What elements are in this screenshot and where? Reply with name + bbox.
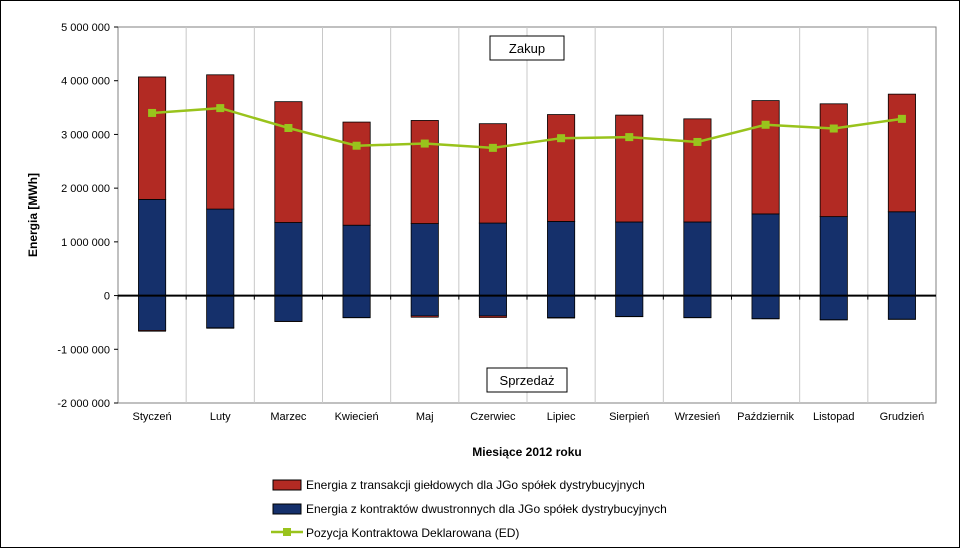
y-tick-label: 3 000 000 xyxy=(61,129,110,141)
bar-bilateral-positive xyxy=(888,212,915,296)
bar-exchange-negative xyxy=(547,318,574,319)
y-tick-labels: 5 000 000 4 000 000 3 000 000 2 000 000 1 00… xyxy=(57,22,110,410)
bar-exchange-positive xyxy=(752,101,779,214)
ed-point xyxy=(489,144,497,152)
legend-marker-ed xyxy=(283,528,291,536)
ed-point xyxy=(148,109,156,117)
annotation-zakup: Zakup xyxy=(490,36,564,60)
bar-exchange-negative xyxy=(207,328,234,329)
ed-point xyxy=(421,140,429,148)
ed-point xyxy=(693,138,701,146)
x-tick-label: Kwiecień xyxy=(335,411,379,423)
x-tick-label: Luty xyxy=(210,411,231,423)
legend: Energia z transakcji giełdowych dla JGo … xyxy=(271,478,667,540)
bar-bilateral-negative xyxy=(888,296,915,320)
bar-bilateral-negative xyxy=(275,296,302,322)
bar-bilateral-negative xyxy=(820,296,847,320)
bar-exchange-positive xyxy=(138,77,165,199)
ed-point xyxy=(830,125,838,133)
bar-exchange-negative xyxy=(479,316,506,318)
x-tick-label: Listopad xyxy=(813,411,855,423)
x-tick-label: Grudzień xyxy=(880,411,925,423)
bar-bilateral-negative xyxy=(684,296,711,318)
x-tick-label: Sierpień xyxy=(609,411,649,423)
bar-bilateral-positive xyxy=(684,222,711,296)
bar-exchange-positive xyxy=(343,122,370,225)
bar-bilateral-negative xyxy=(411,296,438,316)
bar-exchange-positive xyxy=(275,102,302,223)
bar-exchange-positive xyxy=(820,104,847,217)
legend-item-ed: Pozycja Kontraktowa Deklarowana (ED) xyxy=(271,526,519,540)
bar-bilateral-positive xyxy=(343,225,370,295)
y-tick-label: 2 000 000 xyxy=(61,183,110,195)
bar-exchange-positive xyxy=(684,119,711,222)
bar-exchange-positive xyxy=(547,115,574,222)
bar-bilateral-positive xyxy=(752,214,779,296)
x-tick-label: Październik xyxy=(737,411,794,423)
bar-exchange-positive xyxy=(479,124,506,223)
bar-bilateral-positive xyxy=(820,217,847,296)
ed-point xyxy=(898,115,906,123)
x-tick-label: Wrzesień xyxy=(675,411,721,423)
x-tick-label: Maj xyxy=(416,411,434,423)
legend-item-bilateral: Energia z kontraktów dwustronnych dla JG… xyxy=(273,502,667,516)
annotation-sprzedaz-text: Sprzedaż xyxy=(500,373,555,388)
bar-bilateral-positive xyxy=(547,221,574,295)
y-tick-label: 0 xyxy=(104,291,110,303)
bar-bilateral-positive xyxy=(479,223,506,296)
bar-bilateral-positive xyxy=(616,222,643,296)
bar-exchange-negative xyxy=(138,330,165,331)
legend-label-exchange: Energia z transakcji giełdowych dla JGo … xyxy=(306,478,645,492)
legend-label-ed: Pozycja Kontraktowa Deklarowana (ED) xyxy=(306,526,519,540)
bar-bilateral-positive xyxy=(207,209,234,295)
annotation-sprzedaz: Sprzedaż xyxy=(487,368,567,392)
bar-bilateral-negative xyxy=(138,296,165,331)
y-tick-label: 4 000 000 xyxy=(61,76,110,88)
bar-bilateral-positive xyxy=(275,223,302,296)
ed-point xyxy=(762,121,770,129)
annotation-zakup-text: Zakup xyxy=(509,41,545,56)
bar-exchange-positive xyxy=(888,94,915,212)
bar-bilateral-negative xyxy=(616,296,643,317)
x-tick-label: Styczeń xyxy=(133,411,172,423)
x-tick-label: Marzec xyxy=(270,411,307,423)
legend-item-exchange: Energia z transakcji giełdowych dla JGo … xyxy=(273,478,645,492)
bar-bilateral-negative xyxy=(752,296,779,319)
ed-point xyxy=(353,142,361,150)
ed-point xyxy=(216,104,224,112)
y-tick-label: 1 000 000 xyxy=(61,237,110,249)
bar-bilateral-negative xyxy=(207,296,234,328)
ed-point xyxy=(625,133,633,141)
bar-bilateral-negative xyxy=(547,296,574,318)
bar-bilateral-positive xyxy=(411,224,438,296)
y-tick-label: -2 000 000 xyxy=(57,398,110,410)
y-axis-title: Energia [MWh] xyxy=(26,173,40,257)
x-tick-label: Lipiec xyxy=(547,411,576,423)
legend-swatch-exchange xyxy=(273,480,301,490)
legend-label-bilateral: Energia z kontraktów dwustronnych dla JG… xyxy=(306,502,667,516)
legend-swatch-bilateral xyxy=(273,504,301,514)
y-tick-label: 5 000 000 xyxy=(61,22,110,34)
bar-bilateral-negative xyxy=(343,296,370,318)
x-axis-title: Miesiące 2012 roku xyxy=(472,445,581,459)
x-tick-label: Czerwiec xyxy=(470,411,516,423)
bar-exchange-positive xyxy=(411,120,438,223)
bar-bilateral-negative xyxy=(479,296,506,316)
bar-bilateral-positive xyxy=(138,199,165,295)
x-tick-labels: Styczeń Luty Marzec Kwiecień Maj Czerwiec Lipi… xyxy=(133,411,925,423)
bar-exchange-positive xyxy=(207,75,234,209)
ed-point xyxy=(284,124,292,132)
y-tick-label: -1 000 000 xyxy=(57,344,110,356)
bar-exchange-negative xyxy=(411,316,438,317)
ed-point xyxy=(557,134,565,142)
bar-exchange-positive xyxy=(616,115,643,222)
